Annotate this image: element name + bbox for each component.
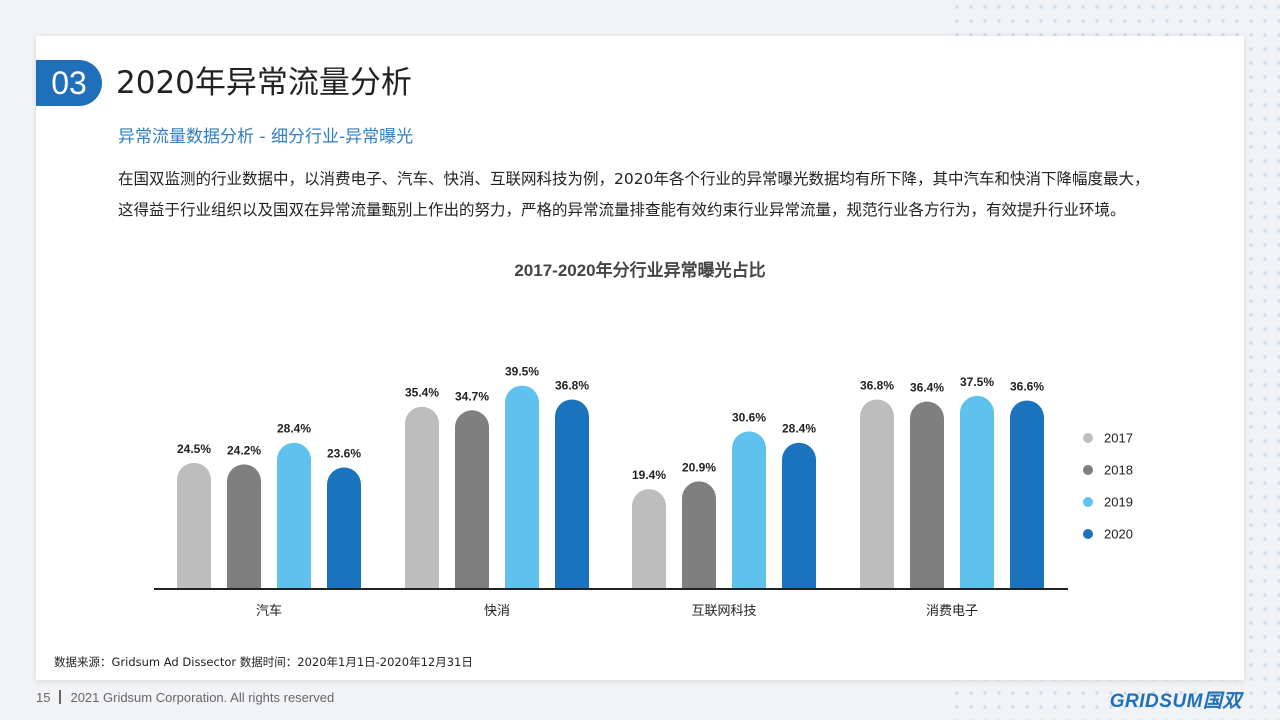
copyright-text: 2021 Gridsum Corporation. All rights res…: [70, 690, 335, 705]
data-label: 39.5%: [505, 365, 539, 379]
data-label: 24.5%: [177, 442, 211, 456]
legend-marker-2019: [1083, 497, 1093, 507]
bar-2019-2: [732, 431, 766, 589]
description-paragraph: 在国双监测的行业数据中，以消费电子、汽车、快消、互联网科技为例，2020年各个行…: [118, 170, 1150, 219]
bar-2018-2: [682, 481, 716, 589]
bar-2018-3: [910, 401, 944, 589]
bar-2018-1: [455, 410, 489, 589]
section-number-badge: 03: [36, 60, 102, 106]
source-note: 数据来源：Gridsum Ad Dissector 数据时间：2020年1月1日…: [54, 655, 473, 669]
bar-2017-1: [405, 406, 439, 589]
category-label: 互联网科技: [691, 603, 756, 616]
category-label: 汽车: [256, 603, 282, 616]
slide-card: 03 2020年异常流量分析 异常流量数据分析 - 细分行业-异常曝光 在国双监…: [36, 36, 1244, 680]
legend-label: 2019: [1104, 495, 1133, 510]
data-label: 34.7%: [455, 389, 489, 403]
data-label: 20.9%: [682, 460, 716, 474]
data-label: 35.4%: [405, 386, 439, 400]
footer-divider: [59, 690, 62, 704]
bar-2019-0: [277, 442, 311, 589]
data-label: 36.8%: [555, 378, 589, 392]
data-label: 28.4%: [277, 422, 311, 436]
page-subtitle: 异常流量数据分析 - 细分行业-异常曝光: [118, 127, 414, 147]
bar-chart: 2017-2020年分行业异常曝光占比 24.5% 24.2% 28.4% 23.6% 汽…: [154, 260, 1133, 616]
legend-label: 2018: [1104, 463, 1133, 478]
bar-2019-1: [505, 385, 539, 589]
legend-label: 2017: [1104, 431, 1133, 446]
page-title: 2020年异常流量分析: [116, 65, 412, 101]
data-label: 36.8%: [860, 378, 894, 392]
bar-2018-0: [227, 464, 261, 589]
data-label: 28.4%: [782, 422, 816, 436]
legend-label: 2020: [1104, 527, 1133, 542]
bar-2020-1: [555, 399, 589, 589]
bar-2017-2: [632, 489, 666, 589]
bar-2020-3: [1010, 400, 1044, 589]
bar-2019-3: [960, 395, 994, 589]
legend-marker-2018: [1083, 465, 1093, 475]
bar-2020-0: [327, 467, 361, 589]
data-label: 36.4%: [910, 381, 944, 395]
data-label: 36.6%: [1010, 380, 1044, 394]
data-label: 37.5%: [960, 375, 994, 389]
legend-marker-2017: [1083, 433, 1093, 443]
bar-2017-0: [177, 462, 211, 589]
category-label: 快消: [484, 603, 510, 616]
data-label: 23.6%: [327, 446, 361, 460]
data-label: 30.6%: [732, 410, 766, 424]
data-label: 19.4%: [632, 468, 666, 482]
gridsum-logo: GRIDSUM国双: [1109, 691, 1242, 712]
bar-2020-2: [782, 442, 816, 589]
footer: 15 2021 Gridsum Corporation. All rights r…: [36, 690, 334, 705]
page-number: 15: [36, 690, 51, 705]
chart-title: 2017-2020年分行业异常曝光占比: [514, 260, 765, 280]
legend-marker-2020: [1083, 529, 1093, 539]
data-label: 24.2%: [227, 443, 261, 457]
bar-2017-3: [860, 399, 894, 589]
category-label: 消费电子: [926, 603, 978, 616]
